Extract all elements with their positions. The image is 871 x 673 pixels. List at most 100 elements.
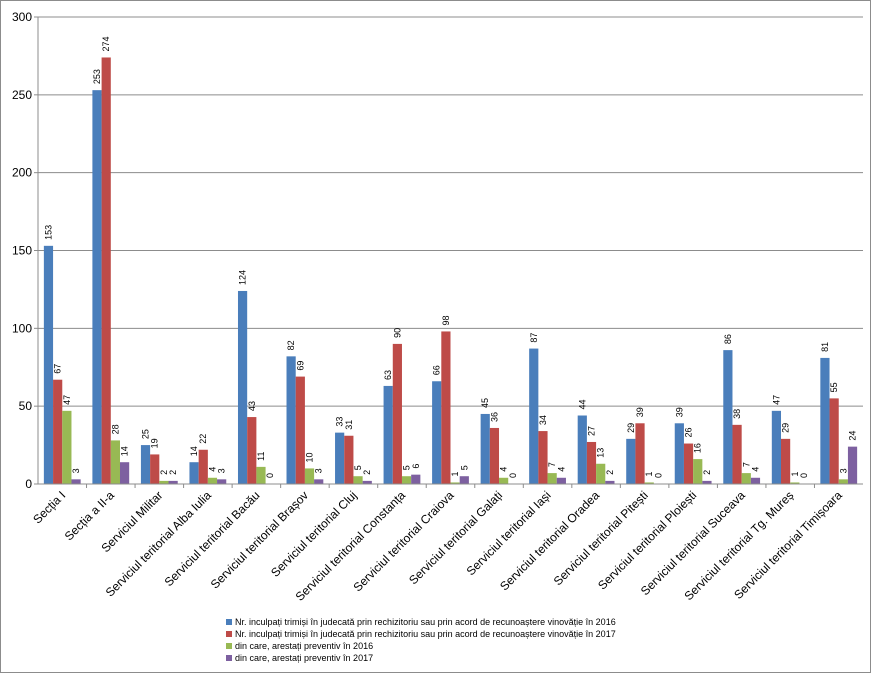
bar <box>605 480 615 484</box>
data-label: 5 <box>353 465 363 470</box>
bar <box>781 438 791 484</box>
legend-swatch <box>226 631 232 637</box>
data-label: 14 <box>189 446 199 456</box>
legend-swatch <box>226 655 232 661</box>
data-label: 1 <box>450 471 460 476</box>
data-label: 87 <box>529 333 539 343</box>
data-label: 11 <box>256 452 266 461</box>
bar <box>353 476 363 484</box>
bar <box>459 476 469 484</box>
data-label: 274 <box>101 36 111 51</box>
bar <box>110 440 120 484</box>
data-label: 3 <box>71 468 81 473</box>
data-label: 29 <box>781 423 791 433</box>
y-tick-label: 0 <box>25 477 32 491</box>
data-label: 31 <box>344 420 354 430</box>
bar <box>790 482 800 484</box>
data-label: 25 <box>141 429 151 439</box>
data-label: 4 <box>556 467 566 472</box>
y-tick-label: 200 <box>12 166 32 180</box>
bar <box>344 435 354 484</box>
bar <box>101 57 111 485</box>
data-label: 24 <box>848 431 858 441</box>
data-label: 81 <box>820 342 830 352</box>
data-label: 28 <box>110 424 120 434</box>
bar <box>362 480 372 484</box>
category-label: Serviciul teritorial Oradea <box>497 488 602 593</box>
bar <box>198 449 208 484</box>
data-label: 153 <box>43 225 53 240</box>
data-label: 4 <box>750 467 760 472</box>
data-label: 63 <box>383 370 393 380</box>
data-label: 55 <box>829 382 839 392</box>
bar <box>189 462 199 484</box>
data-label: 3 <box>217 468 227 473</box>
bar <box>43 245 54 484</box>
bar <box>847 446 858 484</box>
bar <box>237 290 248 484</box>
bar <box>538 431 548 484</box>
bar <box>432 381 442 484</box>
bar <box>411 474 421 484</box>
bar <box>723 350 733 484</box>
bar <box>140 445 151 484</box>
data-label: 0 <box>508 473 518 478</box>
data-label: 5 <box>459 465 469 470</box>
bar <box>168 480 178 484</box>
bar <box>529 348 539 484</box>
legend-entry: Nr. inculpați trimiși în judecată prin r… <box>235 629 616 639</box>
data-label: 16 <box>693 443 703 453</box>
data-label: 44 <box>577 399 587 409</box>
data-label: 0 <box>653 473 663 478</box>
bar <box>683 443 694 484</box>
data-label: 4 <box>499 467 509 472</box>
data-label: 253 <box>92 69 102 84</box>
data-label: 7 <box>547 462 557 467</box>
bar <box>71 479 81 484</box>
data-label: 6 <box>411 464 421 469</box>
bar <box>207 477 218 484</box>
data-label: 69 <box>295 361 305 371</box>
data-label: 5 <box>402 465 412 470</box>
bar <box>441 331 451 484</box>
data-label: 19 <box>150 438 160 448</box>
bar <box>383 385 393 484</box>
bar <box>702 480 712 484</box>
data-label: 82 <box>286 340 296 350</box>
bar <box>159 480 169 484</box>
bar <box>53 379 63 484</box>
data-label: 47 <box>771 395 781 405</box>
data-label: 2 <box>702 470 712 475</box>
category-label: Serviciul teritorial Cluj <box>268 488 359 579</box>
legend: Nr. inculpați trimiși în judecată prin r… <box>226 617 616 663</box>
bar <box>450 482 460 484</box>
legend-entry: Nr. inculpați trimiși în judecată prin r… <box>235 617 616 627</box>
data-label: 39 <box>635 407 645 417</box>
y-tick-label: 250 <box>12 88 32 102</box>
data-label: 36 <box>489 412 499 422</box>
data-label: 22 <box>198 434 208 444</box>
data-label: 4 <box>207 467 217 472</box>
bar <box>750 477 761 484</box>
y-tick-label: 150 <box>12 244 32 258</box>
data-label: 0 <box>799 473 809 478</box>
bar <box>626 438 636 484</box>
bar <box>247 417 257 484</box>
data-label: 124 <box>238 270 248 285</box>
bar <box>547 473 557 484</box>
data-label: 1 <box>644 471 654 476</box>
data-label: 10 <box>305 452 315 462</box>
bar <box>335 432 345 484</box>
data-label: 14 <box>120 446 130 456</box>
data-label: 45 <box>480 398 490 408</box>
data-label: 0 <box>265 473 275 478</box>
bar <box>480 413 490 484</box>
category-label: Secția I <box>30 488 68 526</box>
bar <box>217 479 227 484</box>
category-label: Serviciul teritorial Ploiești <box>595 488 699 592</box>
legend-swatch <box>226 643 232 649</box>
